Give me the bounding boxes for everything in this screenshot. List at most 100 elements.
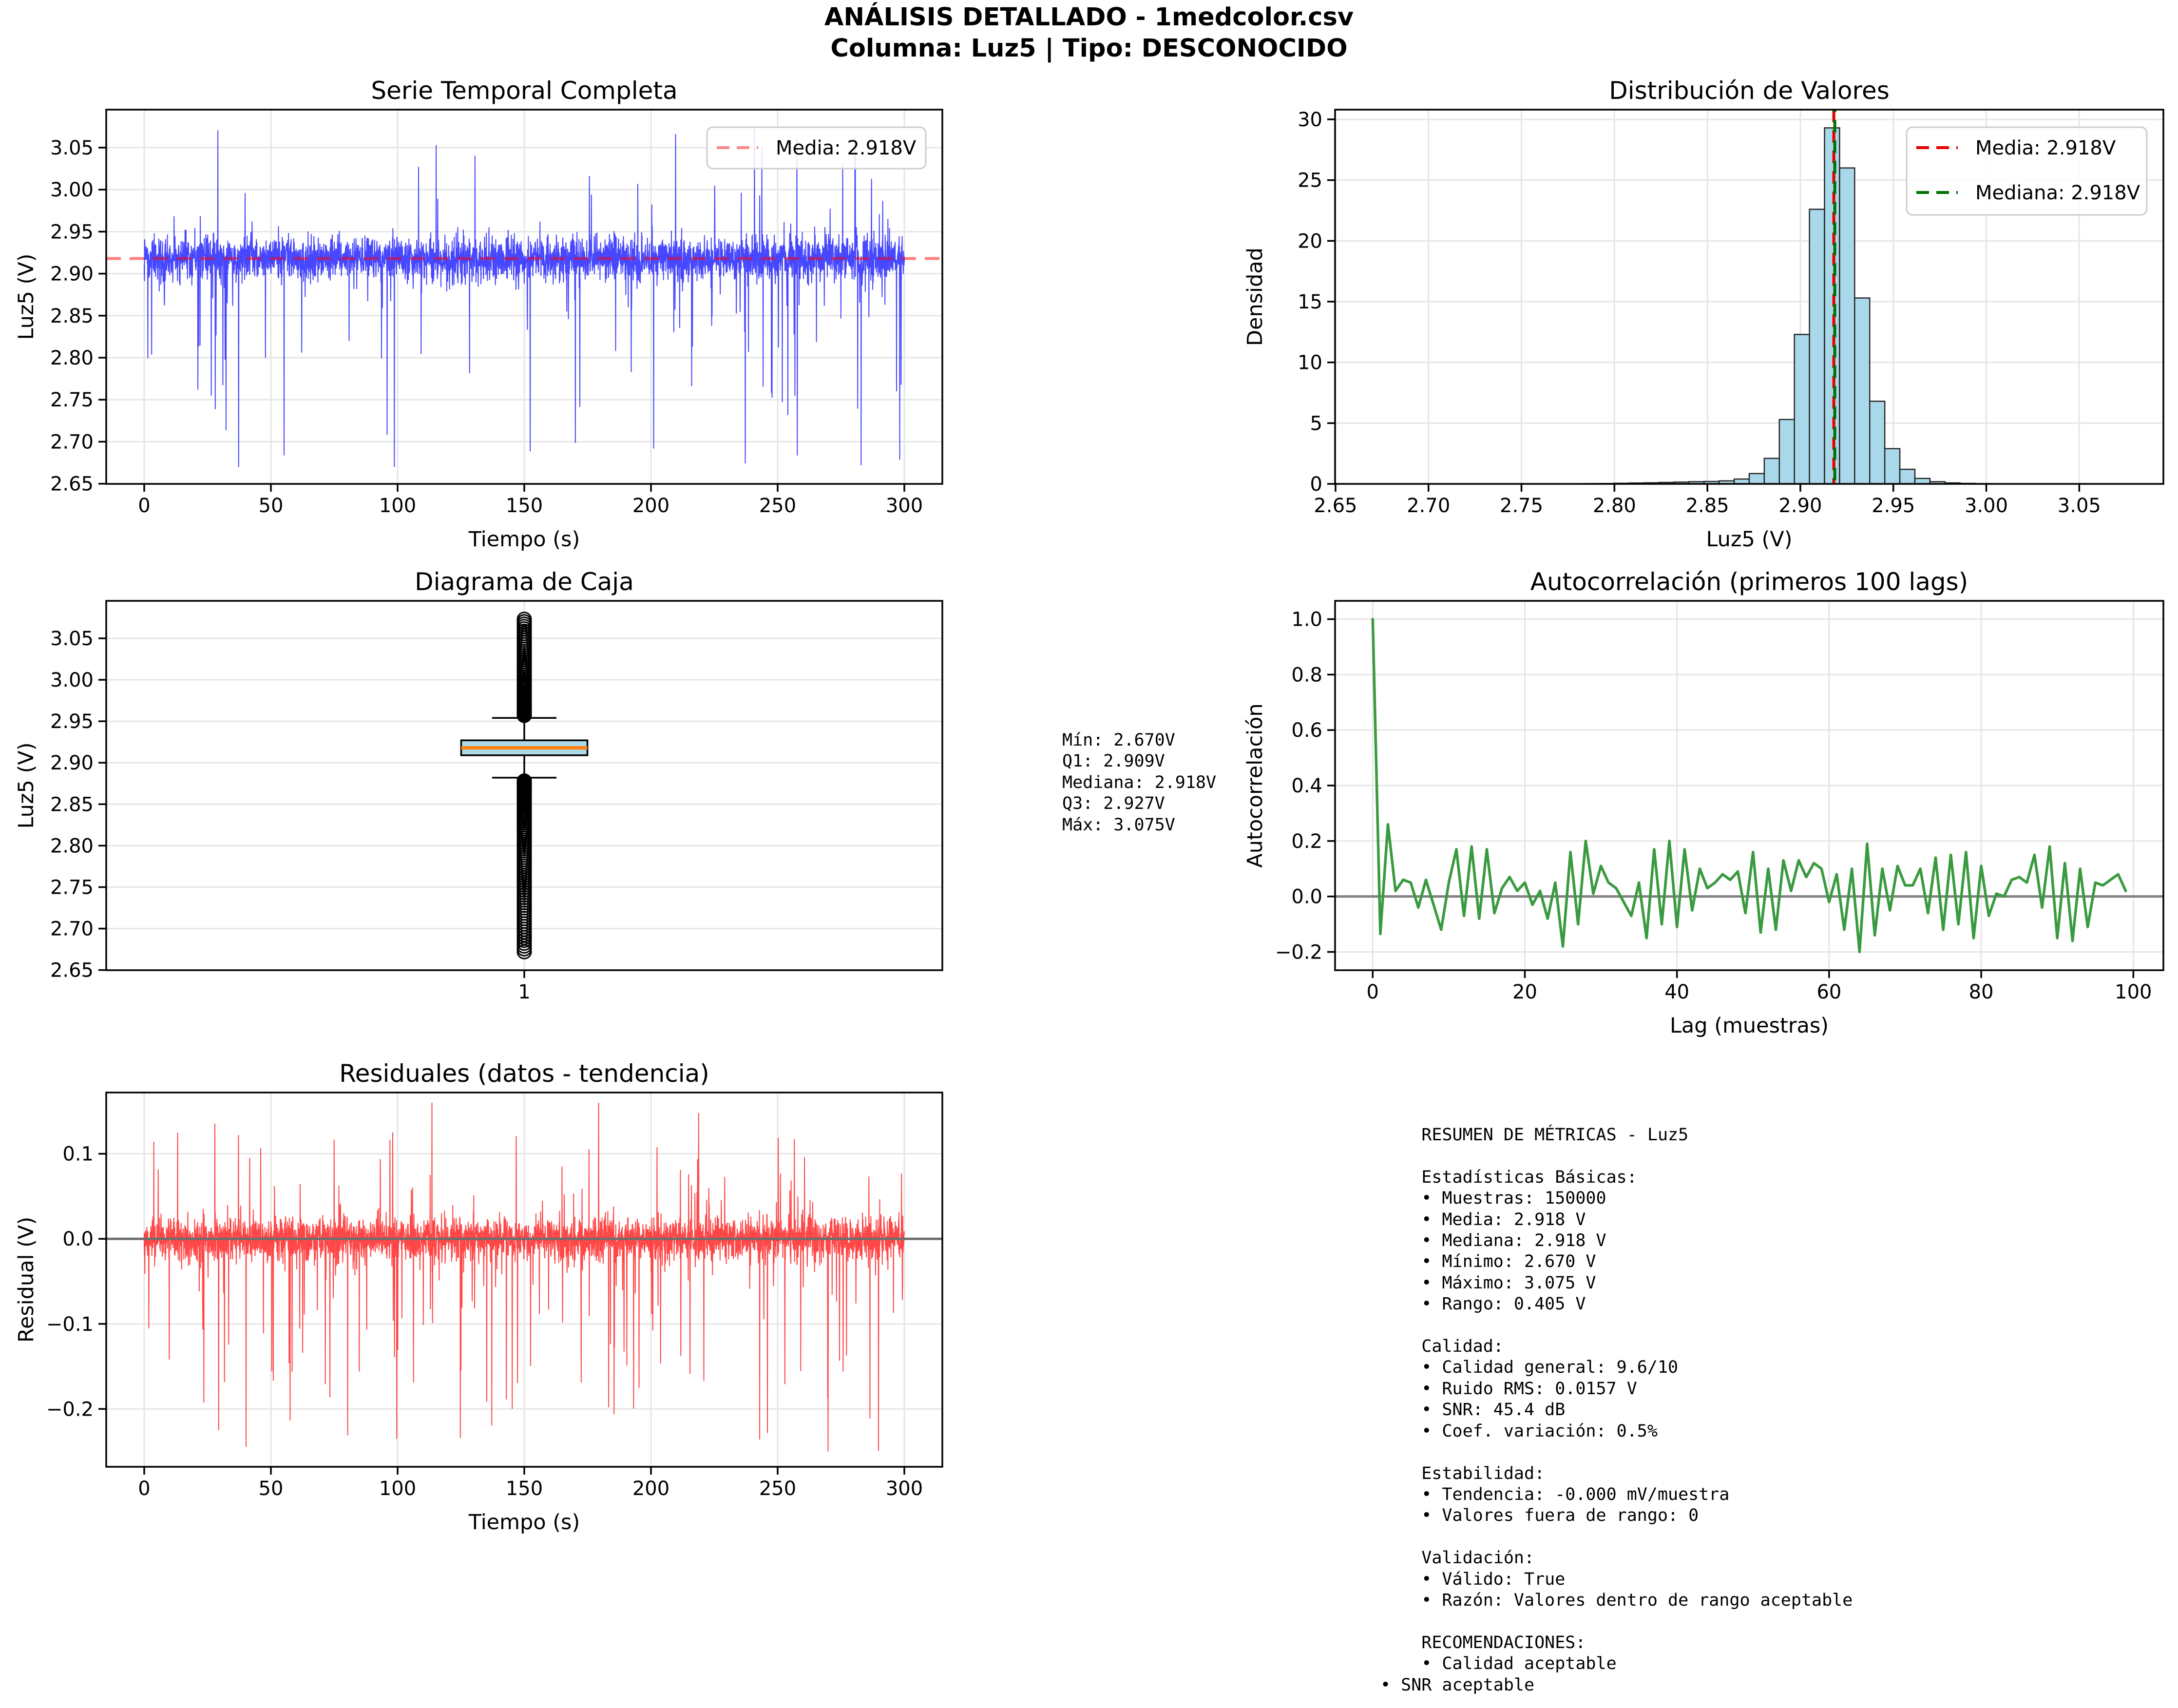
x-tick-label: 150 xyxy=(506,1478,543,1500)
x-tick-label: 200 xyxy=(632,495,669,517)
y-tick-label: 15 xyxy=(1298,291,1322,313)
y-axis-label: Residual (V) xyxy=(14,1217,38,1343)
y-tick-label: 2.65 xyxy=(50,960,94,982)
y-tick-label: 0.6 xyxy=(1291,719,1322,742)
box-and-whiskers xyxy=(460,717,589,779)
y-tick-label: −0.1 xyxy=(46,1313,94,1336)
y-axis-label: Luz5 (V) xyxy=(14,253,38,340)
y-tick-label: 0.8 xyxy=(1291,664,1322,686)
timeseries-line xyxy=(144,126,905,467)
x-tick-label: 100 xyxy=(2115,981,2152,1003)
x-tick-label: 3.00 xyxy=(1965,495,2008,517)
y-tick-label: 2.65 xyxy=(50,473,94,496)
boxplot-chart: 1 2.65 2.70 2.75 2.80 2.85 2.90 2.95 3.00 3.05 Dia… xyxy=(14,568,943,1003)
x-tick-label: 50 xyxy=(259,1478,284,1500)
timeseries-chart: 0 50 100 150 200 250 300 2.65 2.70 2.75 2.80 2.85 2.… xyxy=(14,77,943,552)
y-tick-label: 3.00 xyxy=(50,179,94,201)
metrics-summary-text: RESUMEN DE MÉTRICAS - Luz5 Estadísticas … xyxy=(1380,1125,1853,1695)
y-tick-label: 2.80 xyxy=(50,835,94,857)
x-tick-label: 300 xyxy=(886,1478,923,1500)
x-tick-label: 250 xyxy=(759,495,796,517)
y-tick-label: 0.4 xyxy=(1291,775,1322,797)
y-tick-label: 2.90 xyxy=(50,752,94,774)
y-axis-label: Densidad xyxy=(1243,248,1267,346)
outlier-fliers xyxy=(516,612,532,960)
legend: Media: 2.918V Mediana: 2.918V xyxy=(1906,126,2148,216)
residuals-line xyxy=(144,1102,905,1452)
figure-title-line1: ANÁLISIS DETALLADO - 1medcolor.csv xyxy=(824,3,1354,32)
grid xyxy=(1335,601,2163,970)
residuals-chart: 0 50 100 150 200 250 300 0.1 0.0 −0.1 −0.2 Residual… xyxy=(14,1059,943,1535)
x-axis-label: Tiempo (s) xyxy=(468,527,580,552)
x-tick-label: 0 xyxy=(1367,981,1379,1003)
chart-title: Distribución de Valores xyxy=(1609,77,1890,105)
x-tick-label: 2.85 xyxy=(1686,495,1729,517)
chart-title: Serie Temporal Completa xyxy=(371,77,677,105)
y-tick-label: 0.1 xyxy=(62,1143,94,1166)
y-tick-label: 30 xyxy=(1298,109,1322,131)
y-tick-label: −0.2 xyxy=(1275,941,1322,963)
y-tick-label: 0.2 xyxy=(1291,830,1322,853)
y-tick-label: 2.80 xyxy=(50,347,94,369)
figure-title-line2: Columna: Luz5 | Tipo: DESCONOCIDO xyxy=(830,34,1348,63)
x-axis-label: Luz5 (V) xyxy=(1706,527,1792,552)
y-tick-label: 25 xyxy=(1298,170,1322,192)
x-tick-label: 2.65 xyxy=(1314,495,1357,517)
x-tick-label: 2.75 xyxy=(1500,495,1543,517)
x-tick-label: 2.95 xyxy=(1872,495,1915,517)
x-tick-label: 100 xyxy=(379,1478,416,1500)
chart-title: Autocorrelación (primeros 100 lags) xyxy=(1530,568,1968,596)
x-tick-label: 0 xyxy=(138,1478,150,1500)
x-tick-label: 60 xyxy=(1816,981,1841,1003)
y-tick-label: 2.75 xyxy=(50,389,94,411)
y-tick-label: 1.0 xyxy=(1291,609,1322,631)
legend-label: Media: 2.918V xyxy=(776,137,917,159)
axes-frame: 0 20 40 60 80 100 −0.2 0.0 0.2 0.4 0.6 0.8 1.0 Autoco… xyxy=(1243,568,2164,1038)
axes-frame: 0 50 100 150 200 250 300 0.1 0.0 −0.1 −0.2 Residual… xyxy=(14,1059,943,1535)
x-tick-label: 150 xyxy=(506,495,543,517)
x-tick-label: 300 xyxy=(886,495,923,517)
x-axis-label: Tiempo (s) xyxy=(468,1510,580,1535)
y-tick-label: 10 xyxy=(1298,352,1322,374)
y-tick-label: 3.00 xyxy=(50,669,94,691)
x-tick-label: 2.80 xyxy=(1593,495,1636,517)
y-tick-label: 0 xyxy=(1310,473,1322,496)
histogram-chart: 2.65 2.70 2.75 2.80 2.85 2.90 2.95 3.00 3.05 0 5 10… xyxy=(1243,77,2164,552)
autocorr-chart: 0 20 40 60 80 100 −0.2 0.0 0.2 0.4 0.6 0.8 1.0 Autoco… xyxy=(1243,568,2164,1038)
x-tick-label: 0 xyxy=(138,495,150,517)
x-tick-label: 100 xyxy=(379,495,416,517)
x-axis-label: Lag (muestras) xyxy=(1670,1014,1829,1038)
legend: Media: 2.918V xyxy=(706,126,927,170)
x-tick-label: 2.90 xyxy=(1778,495,1822,517)
legend-label: Mediana: 2.918V xyxy=(1975,182,2140,204)
y-tick-label: 2.75 xyxy=(50,876,94,899)
y-tick-label: 2.95 xyxy=(50,221,94,243)
quartile-stats-text: Mín: 2.670V Q1: 2.909V Mediana: 2.918V Q… xyxy=(1062,730,1217,835)
y-tick-label: 0.0 xyxy=(1291,886,1322,908)
axes-frame: 1 2.65 2.70 2.75 2.80 2.85 2.90 2.95 3.00 3.05 Dia… xyxy=(14,568,943,1003)
y-tick-label: 0.0 xyxy=(62,1228,94,1250)
y-axis-label: Luz5 (V) xyxy=(14,742,38,828)
x-tick-label: 20 xyxy=(1512,981,1537,1003)
x-tick-label: 250 xyxy=(759,1478,796,1500)
autocorr-line xyxy=(1371,617,2127,954)
y-tick-label: 2.95 xyxy=(50,710,94,733)
x-tick-label: 50 xyxy=(259,495,284,517)
y-tick-label: 2.85 xyxy=(50,793,94,816)
x-tick-label: 200 xyxy=(632,1478,669,1500)
x-tick-label: 1 xyxy=(518,981,530,1003)
y-tick-label: 2.90 xyxy=(50,263,94,286)
y-tick-label: 2.70 xyxy=(50,431,94,453)
x-tick-label: 3.05 xyxy=(2058,495,2101,517)
x-tick-label: 80 xyxy=(1969,981,1994,1003)
chart-title: Diagrama de Caja xyxy=(415,568,634,596)
y-tick-label: −0.2 xyxy=(46,1398,94,1420)
y-tick-label: 2.70 xyxy=(50,918,94,940)
grid xyxy=(106,1093,942,1467)
y-axis-label: Autocorrelación xyxy=(1243,703,1267,867)
y-tick-label: 20 xyxy=(1298,230,1322,252)
y-tick-label: 3.05 xyxy=(50,628,94,650)
y-tick-label: 2.85 xyxy=(50,305,94,327)
